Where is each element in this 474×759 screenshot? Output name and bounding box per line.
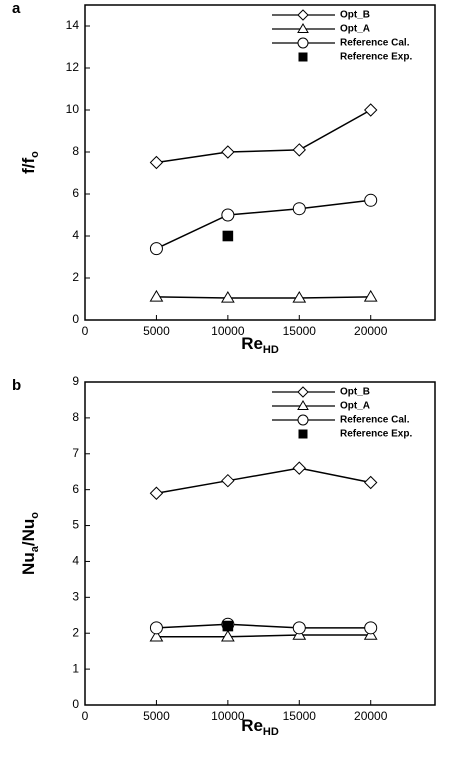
marker [149, 486, 164, 500]
x-tick-label: 10000 [211, 709, 245, 723]
series-line [156, 634, 371, 638]
label-part: o [29, 151, 41, 158]
x-axis-label: ReHD [241, 716, 279, 737]
x-tick-label: 15000 [283, 324, 317, 338]
series-line [156, 199, 371, 250]
x-tick-label: 20000 [354, 324, 388, 338]
label-part: Re [241, 334, 263, 353]
marker [222, 230, 234, 242]
y-tick-label: 4 [72, 554, 79, 568]
marker [221, 473, 235, 488]
marker [149, 155, 164, 170]
legend-label: Opt_A [340, 401, 370, 412]
marker [221, 145, 235, 159]
label-part: f/f [19, 158, 38, 174]
label-part: Nu [19, 552, 38, 575]
label-part: HD [263, 344, 279, 356]
legend-label: Opt_A [340, 24, 370, 35]
marker [364, 475, 378, 490]
label-part: o [29, 512, 41, 519]
series-line [156, 109, 372, 164]
marker [292, 621, 306, 635]
marker [292, 202, 306, 216]
x-tick-label: 20000 [354, 709, 388, 723]
legend-label: Reference Cal. [340, 415, 410, 426]
legend-label: Opt_B [340, 10, 370, 21]
legend-label: Reference Exp. [340, 52, 412, 63]
y-tick-label: 10 [66, 102, 80, 116]
marker [292, 290, 307, 303]
marker [149, 289, 164, 302]
marker [149, 242, 163, 256]
legend-label: Reference Cal. [340, 38, 410, 49]
y-tick-label: 14 [66, 18, 80, 32]
marker [149, 629, 164, 642]
marker [364, 103, 378, 117]
marker [220, 290, 235, 303]
legend-marker [297, 37, 309, 49]
marker [292, 143, 306, 157]
y-tick-label: 6 [72, 186, 79, 200]
panel-label: b [12, 377, 21, 394]
marker [222, 620, 234, 632]
marker [364, 621, 378, 635]
label-part: Re [241, 716, 263, 735]
legend-marker [298, 52, 308, 62]
y-tick-label: 5 [72, 518, 79, 532]
label-part: a [29, 545, 41, 552]
marker [292, 461, 306, 475]
x-tick-label: 5000 [143, 324, 170, 338]
y-tick-label: 7 [72, 446, 79, 460]
y-tick-label: 1 [72, 661, 79, 675]
marker [220, 629, 235, 642]
marker [363, 289, 378, 302]
y-tick-label: 12 [66, 60, 80, 74]
y-tick-label: 0 [72, 697, 79, 711]
series-line [156, 467, 371, 494]
y-tick-label: 3 [72, 590, 79, 604]
marker [221, 208, 235, 222]
legend-marker [297, 386, 309, 398]
label-part: HD [263, 726, 279, 738]
plot-frame [84, 4, 436, 321]
plot-frame [84, 381, 436, 706]
x-tick-label: 15000 [283, 709, 317, 723]
x-axis-label: ReHD [241, 334, 279, 355]
y-axis-label: Nua/Nuo [19, 512, 40, 575]
x-tick-label: 5000 [143, 709, 170, 723]
series-line [156, 623, 371, 629]
series-line [156, 296, 371, 299]
y-tick-label: 2 [72, 270, 79, 284]
y-tick-label: 0 [72, 312, 79, 326]
legend-label: Opt_B [340, 387, 370, 398]
y-tick-label: 8 [72, 410, 79, 424]
y-tick-label: 8 [72, 144, 79, 158]
y-tick-label: 6 [72, 482, 79, 496]
legend-marker [297, 9, 309, 21]
legend-marker [297, 23, 309, 33]
legend-marker [297, 414, 309, 426]
y-tick-label: 2 [72, 625, 79, 639]
legend-marker [298, 429, 308, 439]
x-tick-label: 0 [82, 324, 89, 338]
y-tick-label: 9 [72, 374, 79, 388]
y-axis-label: f/fo [19, 151, 40, 174]
legend-label: Reference Exp. [340, 429, 412, 440]
x-tick-label: 0 [82, 709, 89, 723]
panel-label: a [12, 0, 21, 17]
legend-marker [297, 400, 309, 410]
label-part: /Nu [19, 519, 38, 546]
x-tick-label: 10000 [211, 324, 245, 338]
y-tick-label: 4 [72, 228, 79, 242]
marker [149, 621, 163, 635]
marker [364, 193, 378, 207]
